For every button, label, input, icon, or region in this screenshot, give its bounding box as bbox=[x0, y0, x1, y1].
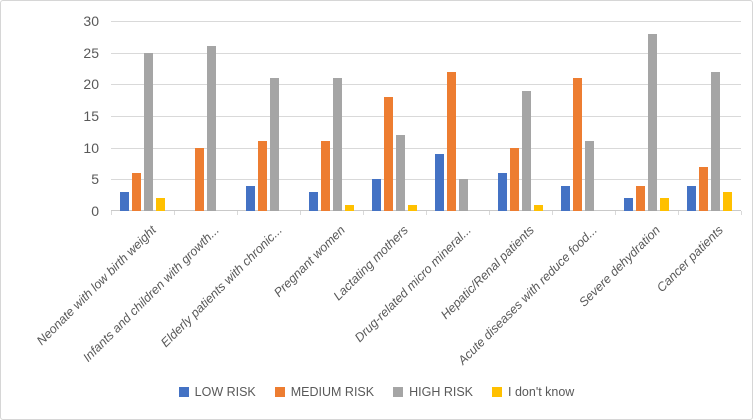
bar bbox=[372, 179, 381, 211]
bar bbox=[648, 33, 657, 211]
x-axis-tick bbox=[678, 211, 679, 215]
plot-area bbox=[111, 21, 742, 215]
x-axis-tick bbox=[426, 211, 427, 215]
x-axis-tick bbox=[300, 211, 301, 215]
bar bbox=[144, 52, 153, 211]
bar bbox=[309, 192, 318, 211]
gridline bbox=[111, 52, 741, 54]
bar bbox=[711, 71, 720, 211]
legend-item-i-dont-know: I don't know bbox=[492, 385, 574, 399]
bar bbox=[498, 173, 507, 211]
bar-group bbox=[615, 21, 678, 211]
bar bbox=[156, 198, 165, 211]
x-axis-tick bbox=[174, 211, 175, 215]
gridline bbox=[111, 21, 741, 22]
legend-label-i-dont-know: I don't know bbox=[508, 385, 575, 399]
bar bbox=[207, 46, 216, 211]
bar bbox=[522, 90, 531, 211]
y-axis-tick-label: 25 bbox=[83, 44, 99, 61]
bar-group bbox=[552, 21, 615, 211]
x-axis-tick bbox=[741, 211, 742, 215]
bar bbox=[321, 141, 330, 211]
bar bbox=[573, 78, 582, 211]
bar bbox=[447, 71, 456, 211]
legend-label-high-risk: HIGH RISK bbox=[409, 385, 474, 399]
bar bbox=[585, 141, 594, 211]
legend-swatch-medium-risk bbox=[274, 387, 285, 397]
bar bbox=[258, 141, 267, 211]
bar bbox=[132, 173, 141, 211]
bar bbox=[624, 198, 633, 211]
bar-group bbox=[300, 21, 363, 211]
bar bbox=[333, 78, 342, 211]
bar bbox=[120, 192, 129, 211]
bar bbox=[246, 185, 255, 211]
bar bbox=[534, 204, 543, 211]
bar bbox=[345, 204, 354, 211]
bar bbox=[195, 147, 204, 211]
bar-group bbox=[111, 21, 174, 211]
gridline bbox=[111, 210, 741, 211]
bar bbox=[270, 78, 279, 211]
legend-label-low-risk: LOW RISK bbox=[194, 385, 256, 399]
legend-swatch-i-dont-know bbox=[492, 387, 503, 397]
bar bbox=[510, 147, 519, 211]
bar-group bbox=[678, 21, 741, 211]
legend-item-low-risk: LOW RISK bbox=[178, 385, 256, 399]
bar-group bbox=[426, 21, 489, 211]
gridline bbox=[111, 147, 741, 149]
bar bbox=[723, 192, 732, 211]
bar bbox=[636, 185, 645, 211]
bar-group bbox=[237, 21, 300, 211]
x-axis-tick bbox=[489, 211, 490, 215]
legend-label-medium-risk: MEDIUM RISK bbox=[290, 385, 375, 399]
bar bbox=[384, 97, 393, 211]
bar bbox=[396, 135, 405, 211]
y-axis-tick-label: 10 bbox=[83, 139, 99, 156]
y-axis-tick-label: 0 bbox=[91, 203, 99, 219]
bar-group bbox=[174, 21, 237, 211]
gridline bbox=[111, 116, 741, 117]
legend: LOW RISK MEDIUM RISK HIGH RISK I don't k… bbox=[1, 385, 752, 399]
x-axis-tick bbox=[237, 211, 238, 215]
x-axis-tick bbox=[363, 211, 364, 215]
x-axis-tick bbox=[111, 211, 112, 215]
x-axis-tick bbox=[552, 211, 553, 215]
legend-swatch-low-risk bbox=[178, 387, 189, 397]
gridline bbox=[111, 179, 741, 181]
legend-item-high-risk: HIGH RISK bbox=[393, 385, 473, 399]
gridline bbox=[111, 84, 741, 86]
bar bbox=[459, 179, 468, 211]
bar bbox=[561, 185, 570, 211]
y-axis-tick-label: 20 bbox=[83, 76, 99, 93]
bar bbox=[435, 154, 444, 211]
bar bbox=[660, 198, 669, 211]
y-axis-tick-label: 5 bbox=[91, 171, 99, 188]
x-axis-tick bbox=[615, 211, 616, 215]
bar bbox=[408, 204, 417, 211]
bar bbox=[699, 166, 708, 211]
bar-group bbox=[363, 21, 426, 211]
y-axis-tick-label: 30 bbox=[83, 13, 99, 29]
y-axis-tick-label: 15 bbox=[83, 108, 99, 124]
legend-item-medium-risk: MEDIUM RISK bbox=[274, 385, 375, 399]
legend-swatch-high-risk bbox=[393, 387, 404, 397]
bar-group bbox=[489, 21, 552, 211]
bar bbox=[687, 185, 696, 211]
